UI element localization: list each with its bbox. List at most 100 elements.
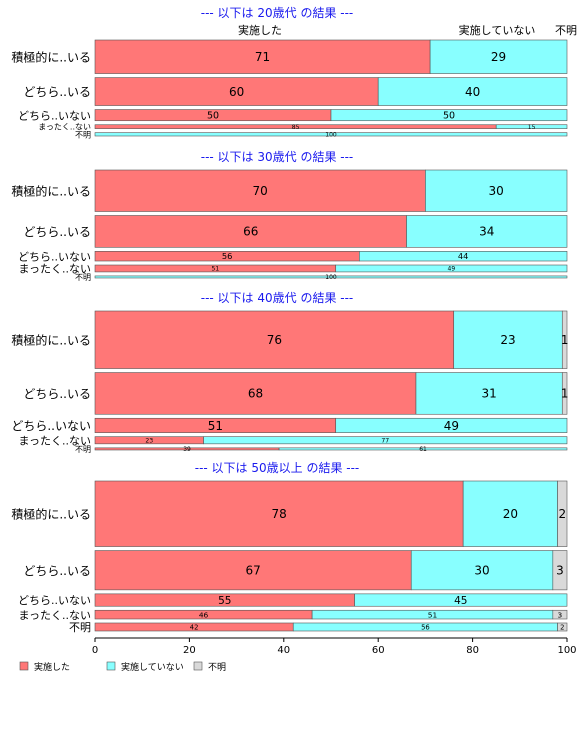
bar-segment: [94, 480, 464, 547]
x-tick-label: 60: [372, 645, 385, 656]
bar-segment: [354, 593, 568, 607]
bar-segment: [203, 436, 568, 445]
data-label: 51: [428, 610, 438, 619]
row-label: 積極的に..いる: [11, 183, 91, 198]
panel-title: --- 以下は 20歳代 の結果 ---: [201, 6, 354, 20]
data-label: 51: [212, 266, 220, 273]
row-label: どちら..いない: [18, 109, 91, 122]
data-label: 42: [190, 623, 199, 631]
data-label: 3: [556, 564, 564, 578]
data-label: 30: [474, 564, 489, 578]
data-label: 85: [292, 124, 300, 131]
data-label: 71: [255, 50, 270, 64]
data-label: 66: [243, 225, 258, 239]
row-label: どちら..いる: [23, 564, 91, 578]
data-label: 61: [419, 446, 427, 453]
bar-segment: [94, 550, 412, 591]
legend-entry: 実施した: [34, 661, 70, 673]
data-label: 67: [245, 564, 260, 578]
data-label: 34: [479, 225, 494, 239]
bar-segment: [410, 550, 554, 591]
row-label: 不明: [69, 621, 91, 634]
legend-swatch: [193, 661, 203, 671]
legend-entry: 不明: [208, 662, 226, 673]
bar-segment: [552, 550, 568, 591]
column-header: 不明: [555, 24, 577, 37]
bar-segment: [330, 109, 568, 122]
bar-segment: [94, 39, 431, 74]
bar-segment: [557, 480, 568, 547]
x-tick-label: 80: [466, 645, 479, 656]
bar-segment: [335, 264, 568, 273]
bar-segment: [94, 275, 568, 279]
bar-segment: [359, 251, 568, 262]
data-label: 78: [271, 507, 286, 521]
bar-segment: [429, 39, 568, 74]
bar-segment: [462, 480, 558, 547]
row-label: まったく..ない: [38, 123, 91, 132]
data-label: 23: [500, 333, 515, 347]
bar-segment: [453, 310, 563, 369]
data-label: 50: [207, 111, 219, 122]
row-label: 不明: [75, 130, 91, 139]
data-label: 56: [421, 623, 430, 631]
bar-segment: [561, 372, 568, 415]
data-label: 1: [561, 333, 569, 347]
bar-segment: [94, 310, 455, 369]
bar-segment: [94, 215, 407, 248]
data-label: 29: [491, 50, 506, 64]
data-label: 3: [558, 610, 563, 619]
data-label: 30: [489, 184, 504, 198]
data-label: 51: [208, 419, 223, 433]
data-label: 70: [253, 184, 268, 198]
row-label: どちら..いない: [11, 419, 91, 433]
row-label: 積極的に..いる: [11, 332, 91, 347]
legend-swatch: [106, 661, 116, 671]
bar-segment: [94, 132, 568, 137]
row-label: どちら..いない: [18, 250, 91, 263]
data-label: 20: [503, 507, 518, 521]
x-tick-label: 0: [92, 645, 98, 656]
row-label: どちら..いる: [23, 225, 91, 239]
row-label: まったく..ない: [18, 263, 91, 276]
data-label: 60: [229, 85, 244, 99]
bar-segment: [557, 622, 568, 632]
data-label: 77: [381, 437, 389, 444]
x-tick-label: 100: [557, 645, 576, 656]
column-header: 実施していない: [459, 23, 536, 37]
bar-segment: [561, 310, 568, 369]
row-label: どちら..いない: [18, 594, 91, 607]
row-label: まったく..ない: [18, 434, 91, 447]
data-label: 68: [248, 387, 263, 401]
x-tick-label: 20: [183, 645, 196, 656]
data-label: 100: [325, 131, 337, 138]
data-label: 1: [561, 387, 569, 401]
bar-segment: [415, 372, 563, 415]
data-label: 49: [444, 419, 459, 433]
bar-segment: [94, 372, 417, 415]
row-label: 不明: [75, 273, 91, 282]
data-label: 2: [560, 623, 564, 631]
bar-segment: [495, 124, 568, 129]
data-label: 2: [558, 507, 566, 521]
data-label: 50: [443, 111, 455, 122]
bar-segment: [94, 77, 379, 106]
x-tick-label: 40: [277, 645, 290, 656]
data-label: 45: [454, 595, 467, 607]
bar-segment: [552, 609, 568, 620]
panel-title: --- 以下は 50歳以上 の結果 ---: [195, 461, 360, 475]
data-label: 56: [222, 251, 232, 261]
row-label: どちら..いる: [23, 387, 91, 401]
legend-entry: 実施していない: [121, 661, 184, 673]
data-label: 23: [145, 437, 153, 444]
data-label: 15: [528, 124, 536, 131]
data-label: 46: [199, 610, 209, 619]
data-label: 39: [183, 446, 191, 453]
panel-title: --- 以下は 30歳代 の結果 ---: [201, 150, 354, 164]
bar-segment: [377, 77, 568, 106]
data-label: 31: [481, 387, 496, 401]
column-header: 実施した: [238, 23, 282, 37]
bar-segment: [94, 169, 426, 212]
data-label: 44: [458, 251, 468, 261]
